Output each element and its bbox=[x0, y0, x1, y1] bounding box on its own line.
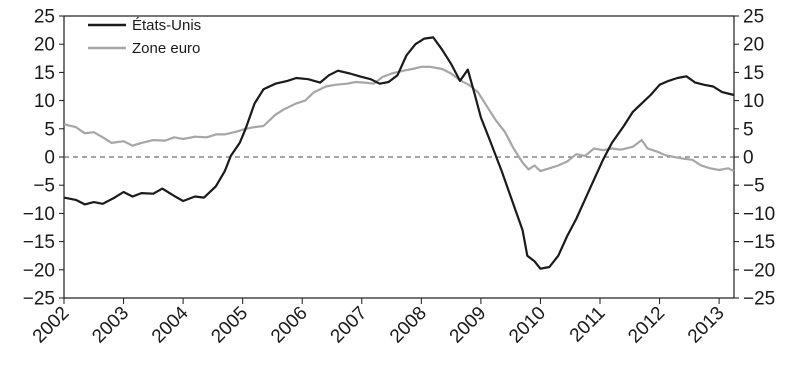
x-tick-label: 2009 bbox=[446, 303, 491, 348]
left-y-tick: −20 bbox=[23, 260, 64, 281]
left-y-tick: −15 bbox=[23, 232, 64, 253]
left-y-tick: 5 bbox=[44, 119, 64, 140]
x-tick-label: 2003 bbox=[88, 303, 133, 348]
right-y-tick-label: 10 bbox=[743, 91, 764, 112]
right-y-tick-label: −15 bbox=[743, 232, 775, 253]
left-y-tick: 0 bbox=[44, 148, 64, 169]
right-y-tick: 0 bbox=[734, 148, 754, 169]
left-y-tick: −5 bbox=[33, 176, 64, 197]
x-tick-label: 2005 bbox=[207, 303, 252, 348]
x-tick: 2011 bbox=[566, 298, 610, 346]
left-y-tick-label: 15 bbox=[34, 63, 55, 84]
legend: États-Unis Zone euro bbox=[88, 17, 201, 57]
x-tick: 2012 bbox=[624, 298, 669, 347]
right-y-tick-label: 5 bbox=[743, 119, 754, 140]
left-y-tick-label: 0 bbox=[44, 148, 55, 169]
right-y-tick: 10 bbox=[734, 91, 764, 112]
left-y-tick-label: −25 bbox=[23, 289, 55, 310]
left-y-tick: −25 bbox=[23, 289, 64, 310]
x-tick-label: 2013 bbox=[684, 303, 729, 348]
right-y-tick: −25 bbox=[734, 289, 775, 310]
right-y-tick-label: −25 bbox=[743, 289, 775, 310]
right-y-tick-label: 0 bbox=[743, 148, 754, 169]
x-tick-label: 2010 bbox=[505, 303, 550, 348]
x-tick: 2004 bbox=[148, 298, 193, 347]
left-y-tick: 20 bbox=[34, 35, 64, 56]
legend-label-etats-unis: États-Unis bbox=[132, 17, 201, 34]
x-tick-label: 2008 bbox=[386, 303, 431, 348]
x-tick-label: 2007 bbox=[327, 303, 372, 348]
right-y-tick-label: −10 bbox=[743, 204, 775, 225]
right-y-tick-label: 15 bbox=[743, 63, 764, 84]
right-y-tick: 15 bbox=[734, 63, 764, 84]
x-tick: 2005 bbox=[207, 298, 252, 347]
right-y-tick: −20 bbox=[734, 260, 775, 281]
right-y-tick: −5 bbox=[734, 176, 765, 197]
left-y-tick: 10 bbox=[34, 91, 64, 112]
x-tick: 2010 bbox=[505, 298, 550, 347]
right-y-tick-label: −5 bbox=[743, 176, 765, 197]
left-y-tick-label: −10 bbox=[23, 204, 55, 225]
left-y-tick-label: 25 bbox=[34, 7, 55, 28]
right-y-tick-label: −20 bbox=[743, 260, 775, 281]
left-y-tick: 15 bbox=[34, 63, 64, 84]
left-y-tick: 25 bbox=[34, 7, 64, 28]
right-y-axis: −25 −20 −15 −10 −5 0 5 10 15 20 25 bbox=[734, 7, 775, 310]
left-y-tick-label: 10 bbox=[34, 91, 55, 112]
x-tick: 2013 bbox=[684, 298, 729, 347]
right-y-tick: −15 bbox=[734, 232, 775, 253]
left-y-axis: −25 −20 −15 −10 −5 0 5 10 15 20 25 bbox=[23, 7, 64, 310]
left-y-tick: −10 bbox=[23, 204, 64, 225]
right-y-tick-label: 25 bbox=[743, 7, 764, 28]
series-line-zone-euro bbox=[63, 65, 735, 173]
x-tick: 2008 bbox=[386, 298, 431, 347]
right-y-tick: 5 bbox=[734, 119, 754, 140]
right-y-tick: 25 bbox=[734, 7, 764, 28]
series-layer bbox=[63, 36, 735, 270]
right-y-tick: 20 bbox=[734, 35, 764, 56]
x-axis: 2002 2003 2004 2005 2006 2007 2008 2009 2010 2011… bbox=[29, 298, 729, 347]
legend-label-zone-euro: Zone euro bbox=[132, 40, 200, 57]
x-tick: 2009 bbox=[446, 298, 491, 348]
left-y-tick-label: −5 bbox=[33, 176, 55, 197]
x-tick-label: 2006 bbox=[267, 303, 312, 348]
left-y-tick-label: −20 bbox=[23, 260, 55, 281]
right-y-tick: −10 bbox=[734, 204, 775, 225]
x-tick: 2006 bbox=[267, 298, 312, 347]
x-tick-label: 2004 bbox=[148, 302, 193, 347]
series-line-etats-unis bbox=[63, 36, 735, 270]
x-tick-label: 2012 bbox=[624, 303, 669, 348]
x-tick: 2007 bbox=[327, 298, 372, 348]
right-y-tick-label: 20 bbox=[743, 35, 764, 56]
x-tick-label: 2011 bbox=[566, 303, 610, 347]
left-y-tick-label: −15 bbox=[23, 232, 55, 253]
left-y-tick-label: 5 bbox=[44, 119, 55, 140]
left-y-tick-label: 20 bbox=[34, 35, 55, 56]
x-tick: 2003 bbox=[88, 298, 133, 347]
